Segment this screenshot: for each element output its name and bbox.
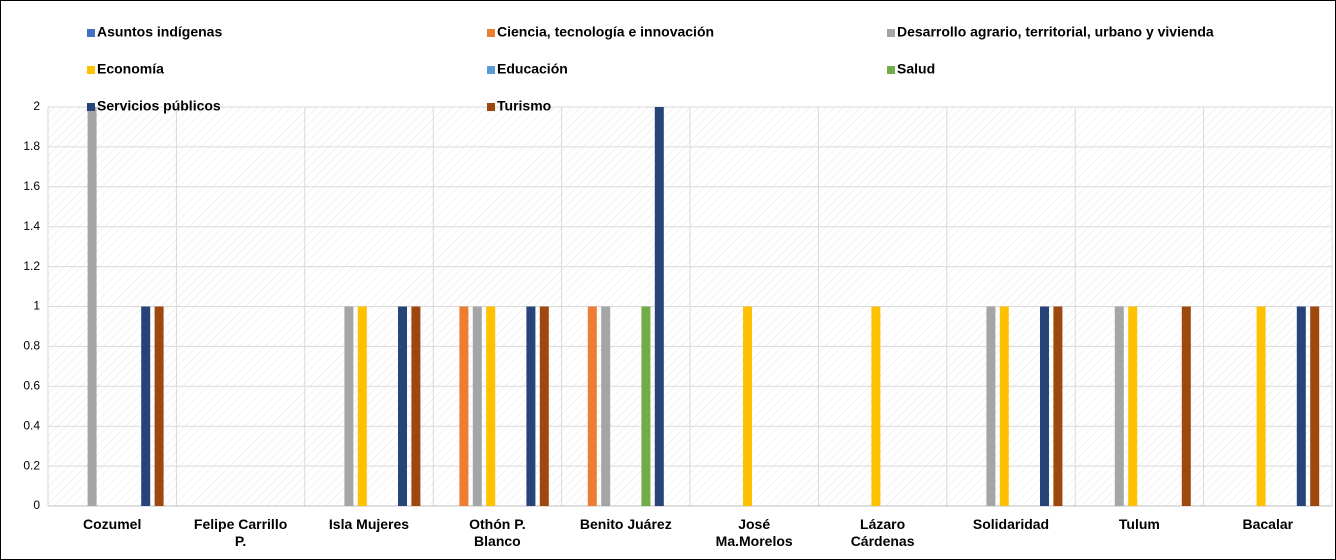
bar: [871, 306, 881, 506]
x-tick-label: Othón P. Blanco: [469, 516, 526, 549]
x-tick-label: José Ma.Morelos: [715, 516, 793, 549]
bar: [398, 306, 407, 506]
x-tick-label: Tulum: [1118, 516, 1160, 532]
bar: [1053, 306, 1063, 506]
bar: [1114, 306, 1124, 506]
legend-label: Educación: [497, 61, 568, 77]
legend-swatch: [87, 103, 95, 111]
legend-swatch: [87, 66, 95, 74]
y-tick-label: 0.4: [23, 418, 40, 432]
y-tick-label: 1.8: [23, 139, 40, 153]
legend-label: Salud: [897, 61, 935, 77]
bar: [1256, 306, 1266, 506]
legend-label: Economía: [97, 61, 164, 77]
legend-label: Ciencia, tecnología e innovación: [497, 24, 714, 40]
bar: [459, 306, 469, 506]
bar: [154, 306, 164, 506]
bar: [986, 306, 996, 506]
y-tick-label: 1: [33, 299, 40, 313]
y-tick-label: 1.4: [23, 219, 40, 233]
bar: [1128, 306, 1138, 506]
legend-swatch: [87, 29, 95, 37]
legend-swatch: [487, 29, 495, 37]
bar: [486, 306, 496, 506]
bar: [526, 306, 536, 506]
x-tick-label: Felipe Carrillo P.: [193, 516, 288, 549]
bar: [1310, 306, 1320, 506]
y-tick-label: 1.6: [23, 179, 40, 193]
bar: [654, 107, 664, 506]
legend-swatch: [487, 103, 495, 111]
bar: [641, 306, 651, 506]
bar: [1181, 306, 1191, 506]
legend-swatch: [887, 29, 895, 37]
x-tick-label: Benito Juárez: [579, 516, 672, 532]
y-tick-label: 2: [33, 99, 40, 113]
bar: [411, 306, 421, 506]
bar: [587, 306, 597, 506]
bar: [1296, 306, 1306, 506]
bar: [999, 306, 1009, 506]
legend-swatch: [487, 66, 495, 74]
bar: [743, 306, 752, 506]
y-tick-label: 0.8: [23, 339, 40, 353]
x-tick-label: Solidaridad: [972, 516, 1050, 532]
legend-label: Asuntos indígenas: [97, 24, 222, 40]
bar: [601, 306, 611, 506]
bar: [539, 306, 549, 506]
x-tick-label: Bacalar: [1242, 516, 1294, 532]
y-tick-label: 1.2: [23, 259, 40, 273]
legend-label: Desarrollo agrario, territorial, urbano …: [897, 24, 1214, 40]
y-tick-label: 0: [33, 498, 40, 512]
y-tick-label: 0.2: [23, 458, 40, 472]
bar: [141, 306, 151, 506]
bar: [1040, 306, 1049, 506]
bar: [472, 306, 482, 506]
bar: [87, 107, 97, 506]
x-tick-label: Isla Mujeres: [328, 516, 410, 532]
bar: [344, 306, 354, 506]
x-tick-label: Lázaro Cárdenas: [850, 516, 915, 549]
bar: [357, 306, 367, 506]
x-tick-label: Cozumel: [83, 516, 142, 532]
legend-swatch: [887, 66, 895, 74]
legend-label: Turismo: [497, 98, 551, 114]
legend-label: Servicios públicos: [97, 98, 221, 114]
y-tick-label: 0.6: [23, 378, 40, 392]
